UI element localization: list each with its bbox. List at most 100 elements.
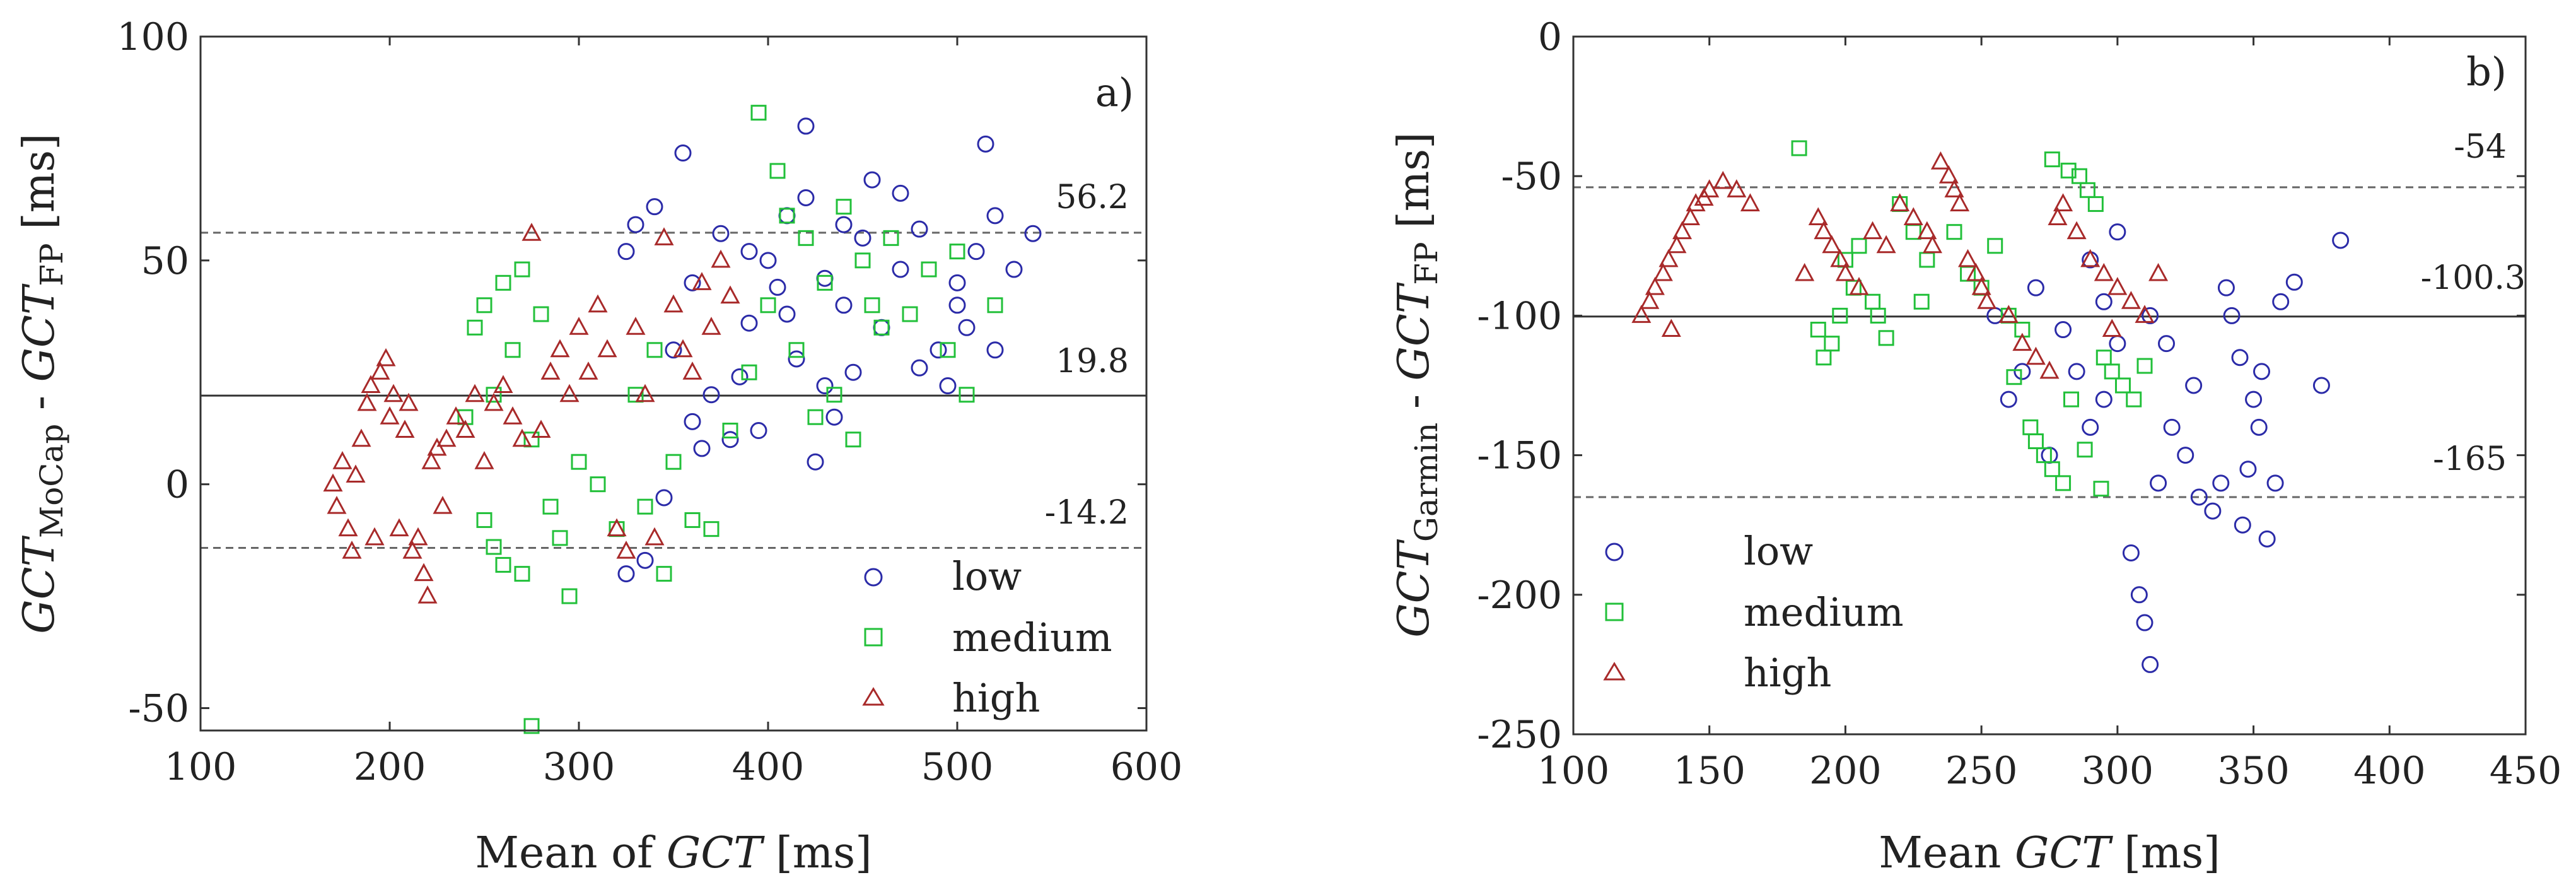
point-low-b [2250, 418, 2268, 436]
y-tick-label-b: 0 [1538, 15, 1562, 59]
point-high-a [540, 361, 561, 380]
point-high-a [332, 451, 353, 469]
point-medium-a [476, 512, 492, 528]
point-low-b [2109, 335, 2126, 353]
point-high-b [1667, 235, 1687, 254]
point-medium-a [495, 556, 511, 573]
point-medium-b [2077, 442, 2093, 458]
point-high-a [607, 518, 627, 537]
point-low-b [2082, 418, 2099, 436]
x-tick-label-a: 100 [165, 745, 237, 789]
point-high-b [1835, 262, 1855, 281]
point-medium-b [1810, 322, 1826, 338]
legend-marker-high-b [1603, 662, 1626, 681]
point-high-a [455, 420, 475, 438]
point-medium-b [2036, 447, 2052, 464]
point-medium-a [722, 423, 738, 439]
x-tick-label-b: 350 [2217, 749, 2290, 793]
point-high-a [626, 317, 646, 335]
point-high-b [1680, 207, 1701, 226]
point-high-b [1863, 221, 1883, 240]
x-tick-label-b: 200 [1809, 749, 1882, 793]
point-high-a [569, 317, 589, 335]
point-high-b [1686, 193, 1706, 211]
point-medium-b [1870, 307, 1886, 324]
point-high-a [465, 384, 485, 402]
point-high-a [522, 223, 542, 241]
point-high-b [1640, 291, 1660, 309]
point-high-a [654, 227, 674, 245]
point-high-b [1822, 235, 1842, 254]
point-high-a [395, 420, 415, 438]
point-high-b [1998, 305, 2019, 323]
plot-area-b [1573, 140, 2526, 673]
legend-marker-medium-b [1605, 602, 1624, 621]
point-high-b [2094, 262, 2114, 281]
point-low-a [627, 216, 644, 233]
chart-panel-b: 100 150 200 250 300 350 400 450 -250 -200 -150 -100… [1389, 15, 2561, 878]
point-high-b [2148, 262, 2169, 281]
point-medium-a [542, 498, 559, 515]
point-high-b [1944, 179, 1964, 197]
point-high-b [2039, 360, 2060, 379]
point-low-a [788, 350, 805, 368]
legend-label-high-a: high [952, 675, 1040, 721]
point-high-a [427, 437, 447, 456]
point-high-a [327, 496, 347, 514]
point-low-a [1005, 261, 1023, 278]
point-high-a [484, 392, 504, 411]
x-tick-label-a: 200 [354, 745, 426, 789]
point-low-a [873, 319, 890, 336]
point-low-a [911, 220, 928, 238]
point-medium-a [495, 274, 511, 291]
legend-marker-medium-a [864, 628, 883, 647]
chart-panel-a: 100 200 300 400 500 600 -50 0 50 100 a) 56.2 19.8… [15, 15, 1182, 878]
point-high-a [408, 527, 428, 546]
x-axis-label-b: Mean GCT [ms] [1879, 828, 2220, 878]
point-medium-a [656, 566, 672, 582]
point-high-a [361, 375, 381, 394]
point-medium-a [750, 105, 767, 121]
point-high-a [597, 339, 617, 358]
point-high-b [1938, 165, 1959, 184]
point-medium-b [2104, 363, 2120, 380]
point-low-b [2234, 516, 2251, 534]
point-medium-b [1851, 238, 1867, 254]
point-medium-a [959, 387, 975, 403]
point-high-a [357, 392, 377, 411]
point-high-b [1917, 221, 1937, 240]
point-low-a [911, 359, 928, 377]
legend-label-low-a: low [952, 553, 1022, 599]
point-medium-b [1987, 238, 2003, 254]
point-high-a [616, 540, 636, 559]
y-tick-label-b: -250 [1477, 713, 1562, 757]
point-medium-b [1824, 336, 1840, 352]
upper-loa-label-b: -54 [2454, 128, 2507, 166]
point-medium-b [1919, 252, 1935, 268]
point-low-b [2000, 390, 2017, 408]
point-medium-a [514, 566, 530, 582]
point-medium-b [2060, 162, 2077, 179]
x-tick-label-a: 300 [543, 745, 615, 789]
point-low-a [986, 341, 1004, 359]
axis-ticks-a: 100 200 300 400 500 600 -50 0 50 100 [117, 15, 1182, 789]
point-low-a [750, 422, 767, 440]
point-high-a [550, 339, 570, 358]
point-high-b [1930, 151, 1950, 170]
point-low-b [2068, 363, 2085, 380]
point-high-a [644, 527, 665, 546]
point-low-a [986, 207, 1004, 225]
point-low-a [816, 269, 834, 287]
point-low-a [844, 363, 862, 381]
y-tick-label-a: 0 [165, 463, 189, 507]
point-high-a [383, 384, 404, 402]
x-tick-label-a: 500 [921, 745, 994, 789]
point-medium-b [1946, 224, 1962, 240]
point-low-a [740, 314, 758, 332]
point-medium-a [486, 539, 502, 555]
plot-area-a [201, 105, 1146, 734]
panel-label-b: b) [2466, 49, 2507, 95]
point-medium-b [2055, 475, 2072, 491]
point-low-b [2272, 293, 2290, 310]
point-high-b [1966, 262, 1986, 281]
